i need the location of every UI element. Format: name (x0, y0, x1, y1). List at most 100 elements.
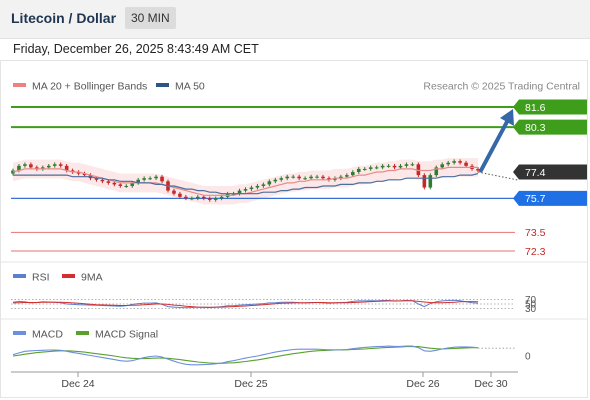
candle-body (446, 162, 450, 165)
candle-body (46, 165, 51, 168)
candle-body (345, 175, 349, 177)
projection-arrow-shaft (479, 116, 511, 173)
support-label: 75.7 (525, 193, 546, 205)
candle-body (255, 185, 260, 188)
candle-body (190, 198, 194, 200)
legend-swatch-ma20 (13, 83, 26, 87)
candle-body (201, 196, 206, 199)
candle-body (52, 164, 57, 166)
candle-body (339, 176, 343, 179)
candle-body (11, 170, 15, 174)
candle-body (130, 182, 135, 186)
last-price-label: 77.4 (525, 167, 546, 179)
macd-signal-line (12, 346, 478, 364)
legend-label-macd: MACD (32, 329, 63, 341)
candle-body (476, 168, 480, 171)
support-tag (513, 190, 587, 206)
interval-button[interactable]: 30 MIN (125, 7, 176, 29)
candle-body (237, 190, 242, 194)
chart-frame (0, 60, 588, 398)
candle-body (118, 184, 123, 186)
rsi-tick-30: 30 (525, 304, 537, 315)
candle-body (386, 165, 391, 167)
legend-label-rsi: RSI (32, 272, 50, 284)
x-tick-label: Dec 25 (234, 378, 267, 390)
candle-body (440, 164, 445, 168)
lower-level-label-1: 73.5 (525, 227, 546, 239)
candle-body (219, 196, 224, 199)
candle-body (82, 173, 87, 176)
candle-body (368, 167, 373, 169)
candle-body (327, 178, 331, 180)
x-axis: Dec 24 Dec 25 Dec 26 Dec 30 (61, 372, 508, 390)
x-tick-label: Dec 30 (474, 378, 507, 390)
candle-body (458, 161, 462, 163)
candle-body (106, 181, 111, 183)
candle-body (315, 176, 319, 178)
candle-body (160, 176, 164, 182)
rsi-ma-line (12, 300, 479, 308)
x-tick-label: Dec 26 (406, 378, 439, 390)
candle-body (148, 178, 152, 180)
candle-body (35, 167, 39, 169)
resistance-1-tag (513, 99, 587, 115)
candle-body (17, 165, 21, 171)
legend-label-ma20: MA 20 + Bollinger Bands (32, 81, 147, 93)
candle-body (321, 176, 325, 179)
last-price-guide (477, 171, 519, 181)
last-price-tag (513, 164, 587, 180)
candle-body (297, 176, 301, 179)
candle-body (356, 168, 361, 173)
candle-body (398, 165, 403, 168)
candle-body (291, 176, 295, 178)
resistance-1-label: 81.6 (525, 102, 546, 114)
lower-level-label-2: 72.3 (525, 246, 546, 258)
candle-body (410, 164, 415, 166)
candle-body (58, 164, 63, 166)
candle-body (374, 167, 379, 169)
candle-body (213, 198, 218, 200)
candle-body (428, 175, 433, 188)
legend-swatch-macd-signal (76, 331, 89, 335)
candle-body (136, 179, 140, 183)
macd-panel: 0 (12, 345, 531, 366)
rsi-tick-50: 50 (525, 300, 537, 311)
candle-body (64, 165, 69, 171)
legend-swatch-rsi (13, 274, 26, 278)
legend-swatch-macd (13, 331, 26, 335)
candle-body (464, 162, 468, 166)
candle-body (207, 198, 212, 200)
x-tick-label: Dec 24 (61, 378, 94, 390)
candle-body (380, 165, 385, 168)
candle-body (362, 168, 367, 170)
candle-body (351, 172, 355, 176)
candle-body (452, 161, 456, 163)
candle-body (243, 189, 248, 191)
candle-body (416, 164, 421, 176)
candle-body (392, 165, 397, 168)
candle-body (333, 178, 337, 180)
candle-body (303, 178, 307, 180)
candle-body (94, 178, 99, 180)
ma50-line (13, 173, 479, 195)
instrument-title: Litecoin / Dollar (11, 10, 117, 26)
candle-body (154, 176, 158, 179)
legend-label-macd-signal: MACD Signal (95, 329, 158, 341)
candle-body (267, 181, 272, 185)
legend-label-ma50: MA 50 (175, 81, 205, 93)
candle-body (261, 184, 266, 186)
candle-body (29, 164, 33, 168)
candle-body (196, 196, 200, 199)
macd-line (12, 345, 479, 366)
projection-arrow-head (500, 109, 514, 126)
rsi-tick-70: 70 (525, 295, 537, 306)
candle-body (172, 190, 176, 194)
candle-body (112, 182, 117, 185)
legend-swatch-ma50 (156, 83, 169, 87)
candle-body (434, 167, 439, 176)
candle-body (249, 187, 254, 190)
candle-body (23, 164, 27, 166)
candle-body (178, 193, 182, 197)
